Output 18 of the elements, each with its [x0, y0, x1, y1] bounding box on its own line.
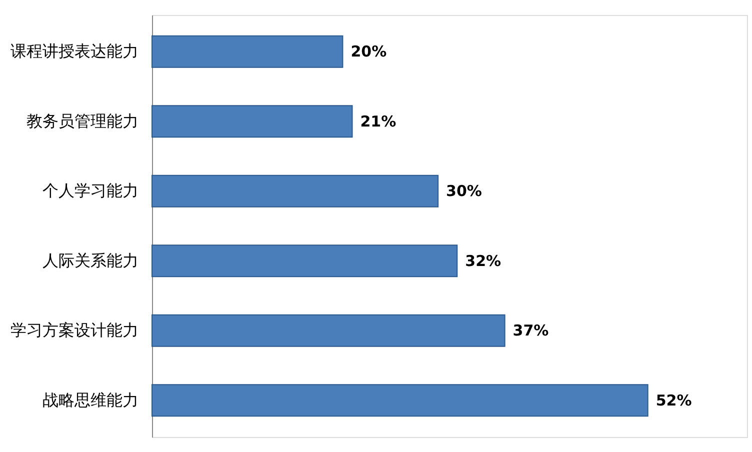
data-label: 52% — [656, 391, 692, 410]
bar — [152, 314, 506, 347]
y-tick-label: 人际关系能力 — [42, 250, 138, 270]
y-tick-label: 学习方案设计能力 — [10, 320, 138, 340]
data-label: 32% — [465, 252, 502, 270]
bar — [152, 384, 648, 417]
data-label: 37% — [512, 322, 549, 340]
data-label: 30% — [446, 182, 482, 200]
bar — [152, 174, 439, 208]
y-tick-label: 课程讲授表达能力 — [10, 42, 138, 61]
bar — [152, 105, 353, 138]
y-tick-label: 个人学习能力 — [42, 181, 138, 200]
bar — [152, 244, 458, 278]
y-tick-label: 教务员管理能力 — [26, 111, 138, 130]
data-label: 20% — [350, 42, 387, 61]
data-label: 21% — [360, 112, 396, 130]
y-tick-label: 战略思维能力 — [42, 390, 138, 410]
bar — [152, 35, 344, 68]
